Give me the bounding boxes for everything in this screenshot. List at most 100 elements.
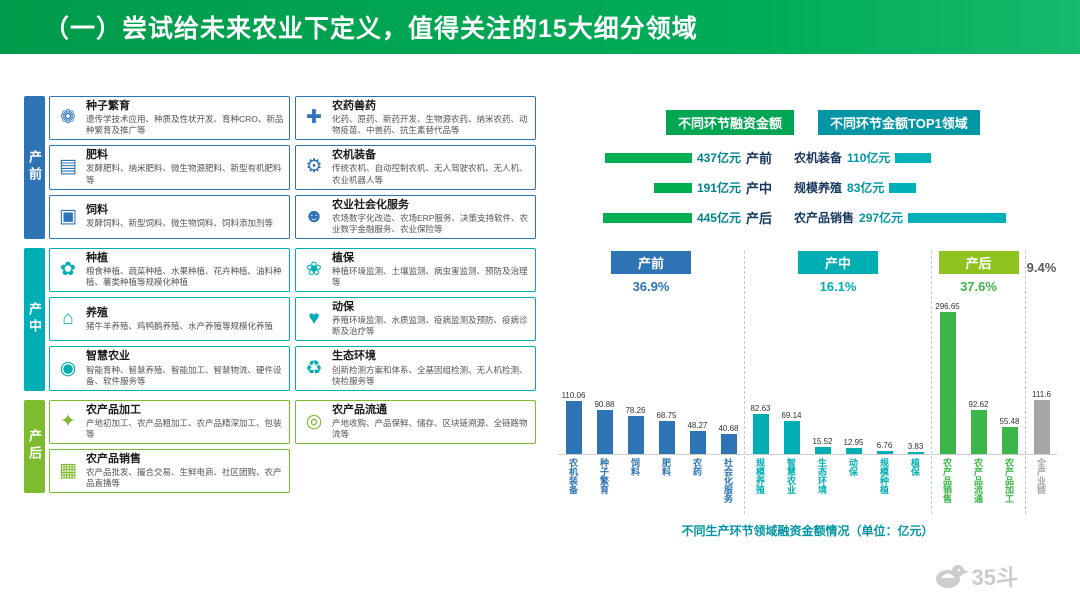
- bar-slot: 48.27 农药: [682, 297, 713, 514]
- chart-group-产前: 产前 36.9% 110.06 农机装备 90.88 种子繁育 78.26 饲料 68.75 肥料…: [558, 251, 745, 514]
- card-description: 粮食种植、蔬菜种植、水果种植、花卉种植、油料种植、薯类种植等规模化种植: [86, 266, 282, 288]
- bar-category-label: 规模养殖: [755, 458, 765, 494]
- bar-value: 48.27: [687, 421, 708, 430]
- bar: [814, 447, 831, 454]
- stage-funding-amount: 191亿元: [696, 181, 741, 195]
- bar-slot: 6.76 规模种植: [869, 297, 900, 514]
- bar-value: 296.65: [935, 302, 960, 311]
- funding-row: 437亿元 产前 农机装备 110亿元: [566, 148, 1070, 167]
- sales-icon: ▦: [59, 460, 77, 482]
- title-bar: （一）尝试给未来农业下定义，值得关注的15大细分领域: [0, 0, 1080, 54]
- bar-value: 111.6: [1032, 390, 1051, 399]
- bar-category-label: 肥料: [661, 458, 671, 476]
- bar-slot: 110.06 农机装备: [558, 297, 589, 514]
- chart-caption: 不同生产环节领域融资金额情况（单位：亿元）: [681, 524, 934, 538]
- top1-bar: [908, 212, 1007, 223]
- bar: [845, 448, 862, 454]
- field-card: ✚ 农药兽药 化药、原药、新药开发、生物源农药、纳米农药、动物疫苗、中兽药、抗生素替…: [295, 96, 536, 141]
- field-card: ▦ 农产品销售 农产品批发、撮合交易、生鲜电商、社区团购、农产品直播等: [49, 448, 290, 494]
- percent-label: 36.9%: [632, 279, 670, 294]
- main-content: 产前 ❁ 种子繁育 遗传学技术应用、种质及性状开发、育种CRO、新品种繁育及推广等 ✚ 农…: [0, 54, 1080, 539]
- card-description: 遗传学技术应用、种质及性状开发、育种CRO、新品种繁育及推广等: [86, 114, 284, 136]
- chart-group-产中: 产中 16.1% 82.63 规模养殖 69.14 智慧农业 15.52 生态环境 12.95 动…: [745, 251, 932, 514]
- card-description: 养殖环境监测、水质监测、疫病监测及预防、疫病诊断及治疗等: [332, 315, 528, 337]
- card-description: 猪牛羊养殖、鸡鸭鹅养殖、水产养殖等规模化养殖: [86, 320, 274, 331]
- card-description: 智能育种、智慧养殖、智能加工、智慧物流、硬件设备、软件服务等: [86, 364, 282, 386]
- top1-bar: [895, 152, 932, 163]
- bar-value: 40.68: [718, 424, 739, 433]
- right-panel: 不同环节融资金额 不同环节金额TOP1领域 437亿元 产前 农机装备 110亿元 19…: [536, 96, 1080, 539]
- bar-slot: 92.62 农产品流通: [963, 297, 994, 514]
- stage-label: 产前: [745, 151, 772, 166]
- card-title: 种子繁育: [86, 100, 130, 112]
- card-description: 产地收购、产品保鲜、储存、区块链溯源、全链路物流等: [332, 417, 528, 439]
- bar: [720, 434, 737, 454]
- bar: [596, 410, 613, 454]
- stage-cards-post: ✦ 农产品加工 产地初加工、农产品粗加工、农产品精深加工、包装等 ◎ 农产品流通 产地收购…: [49, 399, 536, 494]
- page-title: （一）尝试给未来农业下定义，值得关注的15大细分领域: [44, 15, 698, 43]
- bar-slot: 78.26 饲料: [620, 297, 651, 514]
- funding-panel: 不同环节融资金额 不同环节金额TOP1领域 437亿元 产前 农机装备 110亿元 19…: [558, 110, 1070, 227]
- animal-protection-icon: ♥: [308, 308, 320, 330]
- bar-value: 15.52: [812, 437, 833, 446]
- smart-agriculture-icon: ◉: [59, 357, 77, 379]
- bar-value: 3.83: [907, 442, 924, 451]
- percent-label: 9.4%: [1026, 260, 1057, 275]
- field-card: ⚙ 农机装备 传统农机、自动控制农机、无人驾驶农机、无人机、农业机器人等: [295, 145, 536, 190]
- stage-funding-amount: 437亿元: [696, 151, 741, 165]
- pesticide-vet-drug-icon: ✚: [306, 107, 322, 129]
- seed-breeding-icon: ❁: [60, 107, 76, 129]
- card-description: 化药、原药、新药开发、生物源农药、纳米农药、动物疫苗、中兽药、抗生素替代品等: [332, 114, 528, 136]
- bar: [658, 421, 675, 454]
- top1-field-header: 不同环节金额TOP1领域: [818, 110, 980, 135]
- bar-category-label: 农产品加工: [1004, 458, 1014, 503]
- stage-section-post: 产后 ✦ 农产品加工 产地初加工、农产品粗加工、农产品精深加工、包装等 ◎ 农产品流通 产地…: [24, 399, 536, 494]
- feed-icon: ▣: [59, 205, 77, 227]
- top1-field-label: 农机装备: [794, 151, 843, 165]
- card-title: 农产品销售: [86, 452, 141, 465]
- bar: [689, 431, 706, 454]
- top1-amount: 83亿元: [847, 181, 885, 195]
- bar: [627, 416, 644, 454]
- bar: [565, 401, 582, 454]
- bar-category-label: 智慧农业: [786, 458, 796, 494]
- field-card: ♥ 动保 养殖环境监测、水质监测、疫病监测及预防、疫病诊断及治疗等: [295, 297, 536, 342]
- bar-value: 55.48: [999, 417, 1020, 426]
- chart-groups: 产前 36.9% 110.06 农机装备 90.88 种子繁育 78.26 饲料 68.75 肥料…: [558, 251, 1057, 514]
- top1-field-label: 农产品销售: [794, 211, 855, 225]
- stage-cards-mid: ✿ 种植 粮食种植、蔬菜种植、水果种植、花卉种植、油料种植、薯类种植等规模化种植 ❀ 植…: [49, 247, 536, 391]
- bar-value: 92.62: [968, 400, 989, 409]
- watermark-text: 35斗: [971, 565, 1018, 590]
- bar: [783, 421, 800, 454]
- watermark: 35斗: [933, 560, 1018, 592]
- field-card: ⌂ 养殖 猪牛羊养殖、鸡鸭鹅养殖、水产养殖等规模化养殖: [49, 297, 290, 342]
- bar-slot: 12.95 动保: [838, 297, 869, 514]
- card-title: 肥料: [86, 149, 108, 162]
- bar-category-label: 生态环境: [817, 458, 827, 494]
- bar-category-label: 农药: [692, 458, 702, 476]
- bar-value: 6.76: [876, 441, 893, 450]
- stage-label: 产中: [745, 181, 772, 196]
- card-title: 农业社会化服务: [332, 198, 409, 211]
- bar: [876, 451, 893, 454]
- percent-label: 16.1%: [819, 279, 857, 294]
- field-card: ☻ 农业社会化服务 农场数字化改造、农场ERP服务、决策支持软件、农业数字金融服务、…: [295, 194, 536, 239]
- eco-environment-icon: ♻: [305, 357, 323, 379]
- bar-value: 110.06: [561, 391, 586, 400]
- card-description: 创新检测方案和体系、全基因组检测、无人机检测、快检服务等: [332, 364, 528, 386]
- bar-category-label: 农产品流通: [973, 458, 983, 503]
- funding-headers: 不同环节融资金额 不同环节金额TOP1领域: [666, 110, 1070, 135]
- stage-badge: 产后: [938, 251, 1019, 274]
- card-title: 智慧农业: [86, 350, 130, 363]
- card-title: 农产品流通: [332, 403, 387, 416]
- stage-funding-bar: [602, 212, 692, 223]
- bar-category-label: 农机装备: [568, 458, 578, 494]
- top1-field-label: 规模养殖: [794, 181, 843, 195]
- plant-protection-icon: ❀: [306, 258, 322, 280]
- distribution-icon: ◎: [305, 410, 323, 432]
- stage-funding-amount: 445亿元: [696, 211, 741, 225]
- card-description: 发酵肥料、纳米肥料、微生物源肥料、新型有机肥料等: [86, 163, 282, 185]
- field-card: ❀ 植保 种植环境监测、土壤监测、病虫害监测、预防及治理等: [295, 247, 536, 293]
- bar-category-label: 全产业链: [1036, 458, 1046, 494]
- planting-icon: ✿: [60, 258, 76, 280]
